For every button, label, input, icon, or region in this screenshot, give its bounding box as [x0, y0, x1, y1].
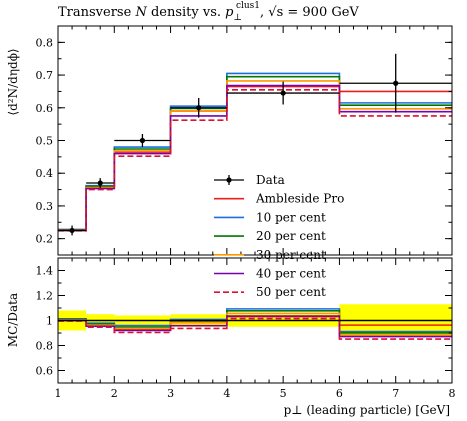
data-point	[97, 180, 103, 186]
legend-entry: Ambleside Pro	[214, 192, 344, 206]
y-tick-label-main: 0.4	[36, 167, 54, 180]
series-line-main	[58, 88, 452, 232]
legend-entry: 20 per cent	[214, 229, 326, 243]
legend: Data Ambleside Pro 10 per cent 20 per cent 3…	[214, 173, 344, 299]
legend-label-data: Data	[256, 173, 285, 187]
y-tick-label-main: 0.8	[36, 36, 54, 49]
chart-title: Transverse N density vs. p⊥clus1, √s = 9…	[58, 1, 359, 23]
data-point	[69, 227, 75, 234]
x-tick-label: 3	[167, 387, 174, 400]
x-tick-label: 2	[111, 387, 118, 400]
y-tick-label-main: 0.6	[36, 102, 54, 115]
x-tick-label: 7	[392, 387, 399, 400]
legend-label: Ambleside Pro	[255, 192, 344, 206]
data-point	[280, 90, 286, 96]
data-point	[393, 80, 399, 86]
y-tick-label-ratio: 0.6	[36, 365, 54, 378]
y-tick-label-ratio: 1.4	[36, 265, 54, 278]
y-tick-label-ratio: 1	[46, 315, 53, 328]
legend-entry: 50 per cent	[214, 285, 326, 299]
x-tick-label: 1	[55, 387, 62, 400]
series-line-ratio	[58, 317, 452, 340]
legend-label: 20 per cent	[256, 229, 326, 243]
legend-data-marker	[226, 177, 232, 183]
x-tick-label: 5	[280, 387, 287, 400]
ratio-plot-panel: 0.6 0.8 1 1.2 1.4 1 2 3 4 5 6 7 8	[36, 257, 456, 400]
y-tick-label-ratio: 1.2	[36, 290, 54, 303]
legend-entry-data: Data	[214, 173, 285, 187]
y-axis-label-ratio: MC/Data	[6, 293, 20, 347]
legend-label: 10 per cent	[256, 210, 326, 224]
data-point	[196, 105, 202, 111]
legend-label: 30 per cent	[256, 248, 326, 262]
legend-label: 50 per cent	[256, 285, 326, 299]
x-axis-label: p⊥ (leading particle) [GeV]	[284, 403, 450, 417]
y-tick-label-main: 0.7	[36, 69, 54, 82]
y-tick-label-main: 0.3	[36, 200, 54, 213]
y-tick-label-main: 0.5	[36, 135, 54, 148]
legend-entry: 30 per cent	[214, 248, 326, 262]
main-plot-panel: 0.2 0.3 0.4 0.5 0.6 0.7 0.8	[36, 25, 453, 256]
y-tick-label-ratio: 0.8	[36, 340, 54, 353]
x-tick-label: 4	[223, 387, 230, 400]
y-tick-label-main: 0.2	[36, 233, 54, 246]
legend-entry: 10 per cent	[214, 210, 326, 224]
x-tick-label: 6	[336, 387, 343, 400]
series-line-main	[58, 84, 452, 232]
legend-entry: 40 per cent	[214, 267, 326, 281]
y-axis-label-main: ⟨d²N/dηdϕ⟩	[6, 48, 20, 115]
legend-label: 40 per cent	[256, 267, 326, 281]
data-point	[139, 137, 146, 144]
x-tick-label: 8	[449, 387, 456, 400]
